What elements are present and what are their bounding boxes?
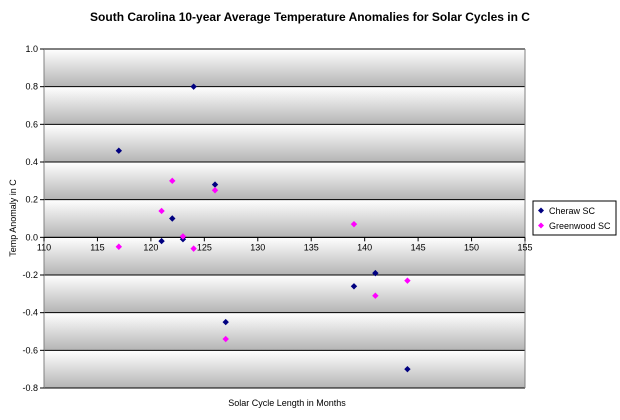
data-point-greenwood-sc <box>158 207 165 215</box>
data-point-greenwood-sc <box>211 187 219 194</box>
plot-band <box>44 350 525 388</box>
data-point-cheraw-sc <box>372 269 379 277</box>
data-point-cheraw-sc <box>115 147 123 154</box>
y-tick-label: 0.6 <box>25 119 38 129</box>
data-points <box>115 83 411 373</box>
y-tick-label: 0.2 <box>25 195 38 205</box>
data-point-cheraw-sc <box>350 283 358 290</box>
x-tick-label: 140 <box>357 242 372 252</box>
y-axis-label: Temp Anomaly in C <box>8 179 18 257</box>
chart-title: South Carolina 10-year Average Temperatu… <box>90 10 530 24</box>
x-tick-label: 120 <box>143 242 158 252</box>
data-point-cheraw-sc <box>222 318 229 326</box>
y-tick-label: 0.4 <box>25 157 38 167</box>
plot-band <box>44 312 525 351</box>
plot-area <box>44 49 525 388</box>
plot-band <box>44 237 525 275</box>
y-tick-label: 0.0 <box>25 232 38 242</box>
y-tick-labels: -0.8 -0.6 -0.4 -0.2 0.0 0.2 0.4 0.6 0.8 1.0 <box>22 44 38 393</box>
plot-band <box>44 49 525 87</box>
data-point-greenwood-sc <box>350 220 358 228</box>
data-point-cheraw-sc <box>211 181 219 188</box>
plot-band <box>44 162 525 200</box>
plot-band <box>44 199 525 238</box>
data-point-greenwood-sc <box>169 177 176 185</box>
plot-band <box>44 86 525 125</box>
data-point-cheraw-sc <box>190 83 197 90</box>
y-tick-label: 0.8 <box>25 82 38 92</box>
plot-band <box>44 124 525 162</box>
data-point-greenwood-sc <box>404 277 411 284</box>
legend-label-cheraw: Cheraw SC <box>549 206 596 216</box>
x-tick-label: 155 <box>517 242 532 252</box>
legend-marker-cheraw <box>538 207 544 214</box>
data-point-greenwood-sc <box>115 243 123 250</box>
legend-box <box>532 200 617 236</box>
x-tick-labels: 110 115 120 125 130 135 140 145 150 155 <box>37 242 533 252</box>
x-tick-label: 150 <box>464 242 479 252</box>
y-tick-label: -0.6 <box>22 345 38 355</box>
x-tick-label: 115 <box>90 242 104 252</box>
x-tick-label: 125 <box>197 242 212 252</box>
y-tick-label: -0.2 <box>22 270 38 280</box>
data-point-cheraw-sc <box>169 215 176 222</box>
legend: Cheraw SC Greenwood SC <box>532 200 617 236</box>
legend-marker-greenwood <box>538 222 544 229</box>
y-tick-label: -0.8 <box>22 383 38 393</box>
x-tick-label: 110 <box>37 242 51 252</box>
y-tick-label: -0.4 <box>22 308 38 318</box>
data-point-cheraw-sc <box>404 365 411 373</box>
data-point-greenwood-sc <box>372 292 379 299</box>
plot-band <box>44 275 525 313</box>
data-point-cheraw-sc <box>158 237 165 245</box>
data-point-greenwood-sc <box>190 245 197 252</box>
x-axis-label: Solar Cycle Length in Months <box>228 398 346 408</box>
x-tick-label: 145 <box>411 242 426 252</box>
axes <box>40 48 526 389</box>
legend-label-greenwood: Greenwood SC <box>549 221 611 231</box>
x-tick-label: 135 <box>304 242 319 252</box>
x-tick-label: 130 <box>250 242 265 252</box>
data-point-greenwood-sc <box>222 335 229 343</box>
y-tick-label: 1.0 <box>25 44 38 54</box>
data-point-greenwood-sc <box>179 233 187 240</box>
